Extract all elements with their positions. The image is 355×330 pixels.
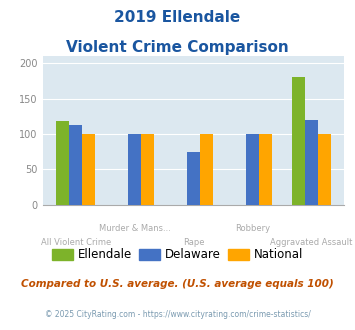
- Bar: [82, 134, 95, 205]
- Text: Violent Crime Comparison: Violent Crime Comparison: [66, 40, 289, 54]
- Bar: [56, 121, 69, 205]
- Bar: [292, 77, 305, 205]
- Text: Murder & Mans...: Murder & Mans...: [99, 224, 170, 233]
- Text: Compared to U.S. average. (U.S. average equals 100): Compared to U.S. average. (U.S. average …: [21, 279, 334, 289]
- Text: Robbery: Robbery: [235, 224, 270, 233]
- Text: All Violent Crime: All Violent Crime: [40, 238, 111, 247]
- Bar: [128, 134, 141, 205]
- Bar: [259, 134, 272, 205]
- Bar: [69, 125, 82, 205]
- Bar: [141, 134, 154, 205]
- Bar: [305, 120, 318, 205]
- Text: © 2025 CityRating.com - https://www.cityrating.com/crime-statistics/: © 2025 CityRating.com - https://www.city…: [45, 310, 310, 319]
- Legend: Ellendale, Delaware, National: Ellendale, Delaware, National: [47, 244, 308, 266]
- Bar: [318, 134, 331, 205]
- Text: 2019 Ellendale: 2019 Ellendale: [114, 10, 241, 25]
- Bar: [187, 151, 200, 205]
- Text: Rape: Rape: [183, 238, 204, 247]
- Text: Aggravated Assault: Aggravated Assault: [270, 238, 353, 247]
- Bar: [246, 134, 259, 205]
- Bar: [200, 134, 213, 205]
